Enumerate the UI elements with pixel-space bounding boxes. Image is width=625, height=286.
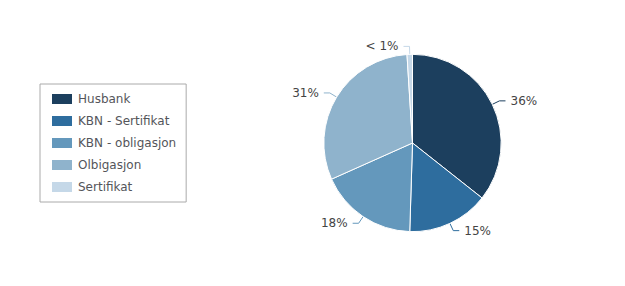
svg-text:18%: 18% (321, 216, 348, 230)
svg-text:< 1%: < 1% (366, 39, 399, 53)
svg-text:KBN - Sertifikat: KBN - Sertifikat (78, 114, 170, 128)
svg-text:Husbank: Husbank (78, 92, 130, 106)
svg-text:36%: 36% (510, 94, 537, 108)
svg-text:Olbigasjon: Olbigasjon (78, 158, 141, 172)
svg-text:15%: 15% (464, 224, 491, 238)
svg-text:31%: 31% (292, 86, 319, 100)
svg-text:KBN - obligasjon: KBN - obligasjon (78, 136, 176, 150)
svg-text:Sertifikat: Sertifikat (78, 180, 133, 194)
